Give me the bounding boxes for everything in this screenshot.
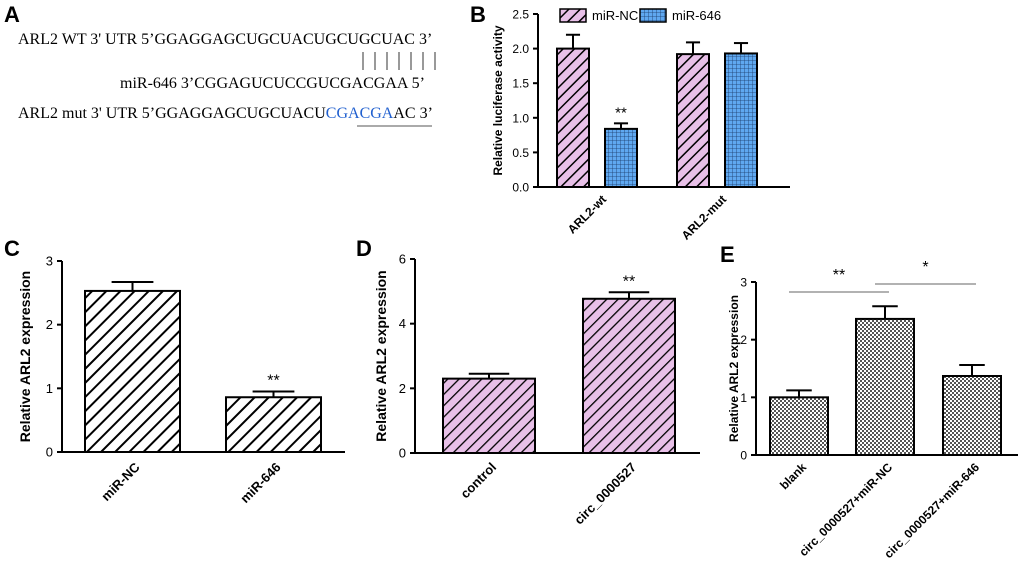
panel-label-c: C (4, 236, 20, 261)
panel-label-d: D (356, 236, 372, 261)
e-significance-label: ** (833, 267, 845, 284)
b-legend-swatch (639, 8, 667, 23)
mut-sequence-a: GGAGGAGCUGCUACU (155, 105, 326, 122)
d-significance-label: ** (623, 273, 635, 290)
e-y-tick-label: 1 (740, 391, 747, 405)
binding-lines (362, 52, 436, 70)
d-y-axis-label: Relative ARL2 expression (373, 270, 389, 441)
b-y-tick-label: 1.0 (512, 111, 529, 125)
c-x-tick-label: miR-NC (98, 459, 143, 504)
panel-label-e: E (720, 242, 735, 267)
e-y-tick-label: 3 (740, 276, 747, 290)
c-miR-NC-bar (84, 289, 181, 453)
d-y-tick-label: 2 (399, 381, 406, 396)
e-circ_0000527+miR-646-bar (942, 374, 1002, 457)
e-y-tick-label: 2 (740, 333, 747, 347)
b-y-tick-label: 0.5 (512, 146, 529, 160)
d-y-tick-label: 4 (399, 316, 406, 331)
e-y-axis-label: Relative ARL2 expression (727, 295, 741, 442)
mir-prefix: miR-646 3’ (120, 75, 194, 92)
wt-sequence: GGAGGAGCUGCUACUGCUGCUAC 3’ (155, 31, 433, 48)
b-y-tick-label: 2.0 (512, 42, 529, 56)
b-miR-NC-bar (556, 47, 590, 188)
d-y-tick-label: 0 (399, 446, 406, 461)
wt-prefix: ARL2 WT 3' UTR 5’ (18, 31, 155, 48)
b-x-tick-label: ARL2-mut (679, 192, 729, 242)
wt-sequence-line: ARL2 WT 3' UTR 5’GGAGGAGCUGCUACUGCUGCUAC… (18, 31, 432, 48)
d-y-tick-label: 6 (399, 252, 406, 267)
b-legend-label: miR-646 (672, 8, 721, 23)
b-legend-swatch (559, 8, 587, 23)
b-miR-646-bar (724, 52, 758, 188)
d-x-tick-label: circ_0000527 (571, 460, 639, 528)
mir-sequence-line: miR-646 3’CGGAGUCUCCGUCGACGAA 5’ (120, 75, 425, 92)
c-significance-label: ** (267, 373, 279, 390)
d-x-tick-label: control (457, 460, 499, 502)
panel-label-b: B (470, 2, 486, 27)
mir-sequence: CGGAGUCUCCGUCGACGAA 5’ (194, 75, 425, 92)
c-y-tick-label: 1 (46, 381, 53, 396)
e-x-tick-label: circ_0000527+miR-NC (796, 460, 895, 559)
c-x-tick-label: miR-646 (237, 460, 283, 506)
e-circ_0000527+miR-NC-bar (855, 317, 915, 457)
b-y-axis-label: Relative luciferase activity (491, 25, 505, 175)
chart-b: 0.0 0.5 1.0 1.5 2.0 2.5 Relative luciferase ac… (491, 8, 790, 243)
e-x-tick-label: blank (777, 460, 809, 492)
panel-a: A ARL2 WT 3' UTR 5’GGAGGAGCUGCUACUGCUGCU… (4, 2, 436, 127)
c-y-tick-label: 3 (46, 254, 53, 269)
e-x-tick-label: circ_0000527+miR-646 (881, 460, 982, 561)
b-y-tick-label: 0.0 (512, 181, 529, 195)
d-circ_0000527-bar (582, 297, 676, 454)
c-miR-646-bar (225, 396, 322, 454)
chart-c: 0 1 2 3 Relative ARL2 expression miR-NC miR-64… (17, 254, 345, 506)
mut-sequence-line: ARL2 mut 3' UTR 5’GGAGGAGCUGCUACUCGACGAA… (18, 105, 433, 122)
b-y-tick-label: 1.5 (512, 77, 529, 91)
d-control-bar (442, 377, 536, 454)
b-miR-646-bar (604, 127, 638, 188)
chart-d: 0 2 4 6 Relative ARL2 expression control circ_… (373, 252, 700, 528)
e-y-tick-label: 0 (740, 449, 747, 463)
c-y-tick-label: 0 (46, 445, 53, 460)
b-x-tick-label: ARL2-wt (565, 192, 609, 236)
e-blank-bar (769, 396, 829, 457)
b-y-tick-label: 2.5 (512, 8, 529, 22)
e-significance-label: * (922, 259, 928, 276)
c-y-axis-label: Relative ARL2 expression (17, 271, 33, 442)
mut-prefix: ARL2 mut 3' UTR 5’ (18, 105, 155, 122)
b-legend-label: miR-NC (592, 8, 638, 23)
panel-label-a: A (4, 2, 20, 27)
c-y-tick-label: 2 (46, 317, 53, 332)
b-miR-NC-bar (676, 53, 710, 188)
b-significance-label: ** (615, 104, 627, 121)
mut-sequence-c: AC 3’ (393, 105, 433, 122)
mut-sequence-highlight: CGACGA (326, 105, 394, 122)
